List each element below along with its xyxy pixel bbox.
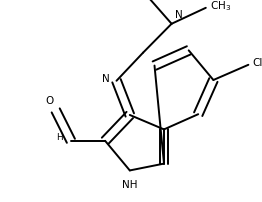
Text: N: N: [174, 10, 182, 20]
Text: O: O: [45, 96, 54, 106]
Text: N: N: [102, 74, 110, 84]
Text: NH: NH: [122, 180, 138, 190]
Text: H: H: [56, 133, 63, 142]
Text: Cl: Cl: [252, 58, 262, 68]
Text: CH$_3$: CH$_3$: [210, 0, 231, 13]
